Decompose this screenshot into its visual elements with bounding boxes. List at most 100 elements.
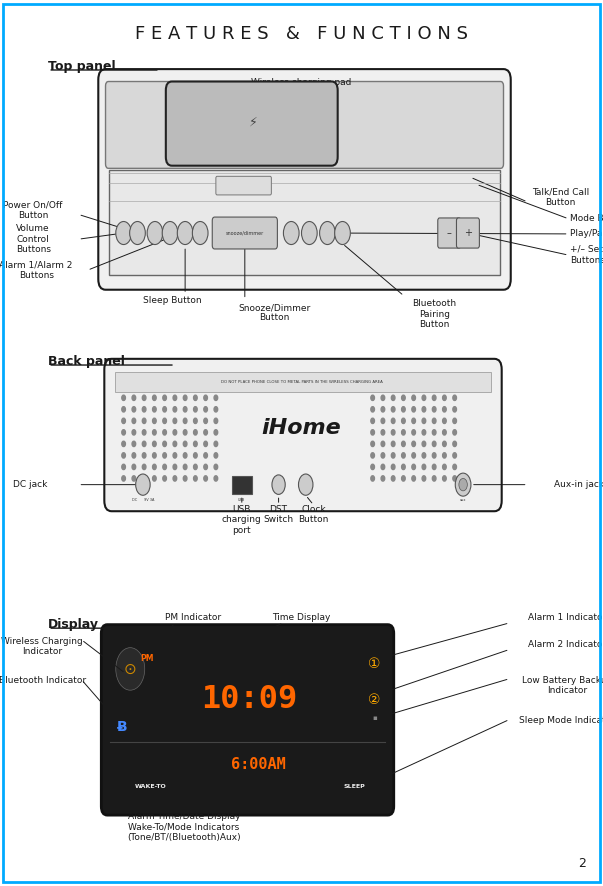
Circle shape [391, 430, 395, 435]
Circle shape [402, 395, 405, 400]
Circle shape [183, 464, 187, 470]
Text: Sleep Button: Sleep Button [142, 296, 201, 305]
Circle shape [283, 222, 299, 245]
Text: Mode Button: Mode Button [570, 214, 603, 223]
Circle shape [381, 395, 385, 400]
Circle shape [163, 453, 166, 458]
Circle shape [173, 476, 177, 481]
Circle shape [412, 453, 415, 458]
Circle shape [173, 407, 177, 412]
Circle shape [298, 474, 313, 495]
Bar [115, 372, 491, 392]
FancyBboxPatch shape [104, 359, 502, 511]
Text: Ƀ: Ƀ [117, 719, 128, 734]
Circle shape [371, 407, 374, 412]
Circle shape [122, 418, 125, 424]
Text: ①: ① [368, 657, 380, 672]
Circle shape [132, 453, 136, 458]
Circle shape [153, 395, 156, 400]
Circle shape [453, 464, 456, 470]
Text: Bluetooth Indicator: Bluetooth Indicator [0, 676, 86, 685]
Text: Volume
Control
Buttons: Volume Control Buttons [16, 224, 51, 254]
Circle shape [443, 476, 446, 481]
Text: DO NOT PLACE PHONE CLOSE TO METAL PARTS IN THE WIRELESS CHARGING AREA: DO NOT PLACE PHONE CLOSE TO METAL PARTS … [221, 380, 382, 384]
Circle shape [391, 453, 395, 458]
Circle shape [402, 441, 405, 447]
Circle shape [391, 464, 395, 470]
Circle shape [432, 476, 436, 481]
Circle shape [153, 430, 156, 435]
Circle shape [192, 222, 208, 245]
Circle shape [402, 407, 405, 412]
Circle shape [194, 430, 197, 435]
Circle shape [142, 464, 146, 470]
Circle shape [402, 464, 405, 470]
Circle shape [422, 418, 426, 424]
Circle shape [371, 453, 374, 458]
Circle shape [183, 441, 187, 447]
Circle shape [443, 407, 446, 412]
Circle shape [194, 395, 197, 400]
Circle shape [173, 441, 177, 447]
Text: Low Battery Backup
Indicator: Low Battery Backup Indicator [522, 676, 603, 696]
Circle shape [412, 430, 415, 435]
Circle shape [402, 453, 405, 458]
Circle shape [214, 464, 218, 470]
Text: ⊙: ⊙ [124, 662, 137, 676]
Circle shape [214, 441, 218, 447]
Circle shape [132, 441, 136, 447]
Circle shape [162, 222, 178, 245]
Circle shape [432, 464, 436, 470]
FancyBboxPatch shape [456, 218, 479, 248]
Circle shape [422, 395, 426, 400]
Circle shape [412, 441, 415, 447]
Circle shape [453, 395, 456, 400]
Circle shape [153, 464, 156, 470]
Circle shape [163, 476, 166, 481]
Text: Alarm Time/Date Display
Wake-To/Mode Indicators
(Tone/BT/(Bluetooth)Aux): Alarm Time/Date Display Wake-To/Mode Ind… [127, 812, 241, 843]
Circle shape [443, 441, 446, 447]
Circle shape [136, 474, 150, 495]
Circle shape [173, 418, 177, 424]
Circle shape [147, 222, 163, 245]
Circle shape [116, 222, 131, 245]
Text: Time Display: Time Display [273, 613, 330, 622]
Circle shape [214, 430, 218, 435]
Circle shape [204, 441, 207, 447]
Circle shape [272, 475, 285, 494]
Circle shape [381, 476, 385, 481]
Text: Wireless Charging
Indicator: Wireless Charging Indicator [1, 637, 83, 657]
Circle shape [116, 648, 145, 690]
Circle shape [142, 441, 146, 447]
Circle shape [381, 453, 385, 458]
Circle shape [381, 464, 385, 470]
Text: DC jack: DC jack [13, 480, 48, 489]
Circle shape [443, 418, 446, 424]
Text: ②: ② [368, 693, 380, 707]
Circle shape [153, 476, 156, 481]
Circle shape [122, 476, 125, 481]
Circle shape [443, 430, 446, 435]
Circle shape [204, 464, 207, 470]
Text: Alarm 1/Alarm 2
Buttons: Alarm 1/Alarm 2 Buttons [0, 260, 73, 280]
Circle shape [455, 473, 471, 496]
Circle shape [132, 476, 136, 481]
Text: PM: PM [140, 654, 153, 663]
Circle shape [453, 476, 456, 481]
Circle shape [422, 430, 426, 435]
Circle shape [422, 407, 426, 412]
Text: Clock
Button: Clock Button [298, 505, 329, 525]
Circle shape [443, 464, 446, 470]
Circle shape [371, 395, 374, 400]
Circle shape [204, 418, 207, 424]
Circle shape [183, 407, 187, 412]
Circle shape [443, 395, 446, 400]
Text: Snooze/Dimmer
Button: Snooze/Dimmer Button [238, 303, 311, 323]
Circle shape [391, 407, 395, 412]
Circle shape [381, 418, 385, 424]
Circle shape [302, 222, 317, 245]
Circle shape [422, 464, 426, 470]
Text: Bluetooth
Pairing
Button: Bluetooth Pairing Button [412, 299, 456, 330]
Circle shape [163, 441, 166, 447]
Circle shape [453, 453, 456, 458]
